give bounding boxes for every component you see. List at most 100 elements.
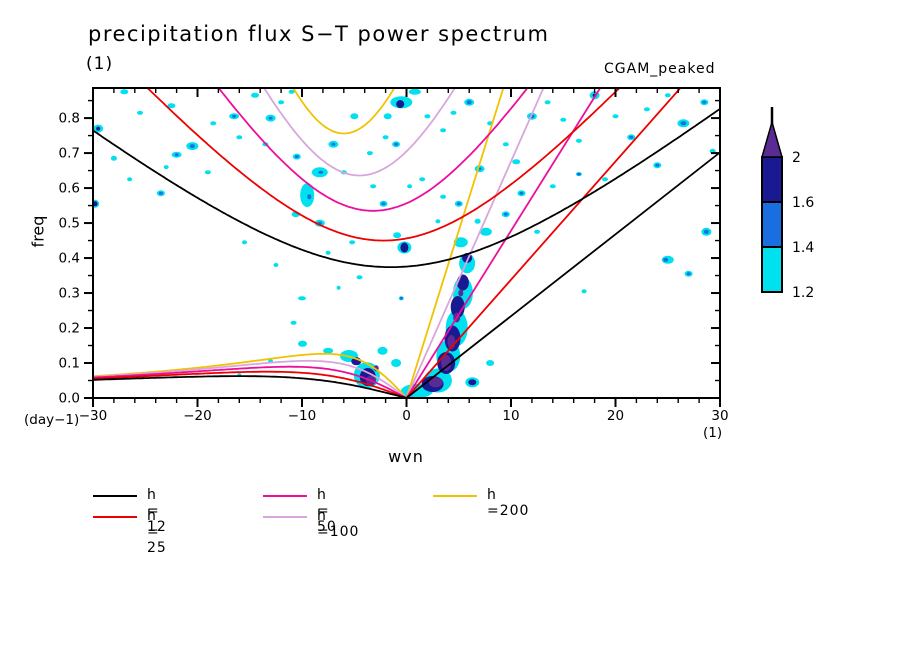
spectral-blob (612, 114, 619, 119)
y-tick-label: 0.1 (59, 356, 80, 372)
spectral-blob (400, 242, 409, 253)
spectral-blob (702, 100, 707, 104)
spectral-blob (479, 227, 492, 236)
legend-swatch-h12 (93, 495, 137, 497)
x-axis-unit-label: (1) (703, 425, 723, 441)
spectral-blob (424, 114, 431, 119)
spectral-blob (549, 184, 556, 189)
spectral-blob (189, 144, 195, 149)
y-tick-label: 0.7 (59, 146, 80, 162)
spectral-blob (458, 289, 464, 297)
y-tick-label: 0.3 (59, 286, 80, 302)
spectral-blob (273, 263, 279, 267)
spectral-blob (110, 155, 117, 161)
kelvin-curve-h200 (405, 88, 505, 398)
spectral-blob (307, 194, 312, 200)
x-tick-label: 0 (402, 408, 411, 424)
spectral-blob (325, 250, 331, 255)
legend-label-h100: h =100 (317, 508, 360, 540)
spectral-blob (232, 114, 237, 118)
legend-label-h25: h = 25 (147, 508, 167, 556)
legend-swatch-h25 (93, 516, 137, 518)
spectral-blob (382, 135, 389, 140)
spectral-blob (468, 379, 477, 386)
colorbar-level-label: 1.2 (792, 285, 814, 301)
spectral-blob (664, 93, 671, 98)
dataset-label: CGAM_peaked (604, 61, 716, 77)
spectral-blob (680, 121, 687, 126)
spectral-blob (440, 194, 447, 199)
y-tick-label: 0.8 (59, 111, 80, 127)
spectral-blob (456, 274, 469, 291)
spectral-blob (576, 172, 581, 176)
spectral-blob (456, 202, 461, 206)
spectral-blob (428, 377, 443, 388)
legend-label-h12: h = 12 (147, 487, 167, 535)
spectral-blob (268, 116, 273, 120)
spectral-blob (350, 113, 359, 120)
tick-labels: −30 −20 −10 0 10 20 30 0.0 0.1 0.2 0.3 0.4 0.5 0.6 0.7… (59, 111, 729, 424)
legend-swatch-h200 (433, 495, 477, 497)
spectral-blob (396, 100, 405, 109)
spectral-blob (174, 153, 179, 157)
spectral-blob (502, 142, 509, 147)
spectral-blob (349, 240, 356, 245)
spectral-blob (377, 346, 388, 355)
spectral-blob (127, 177, 133, 182)
spectral-blob (399, 296, 403, 300)
spectral-blob (393, 232, 402, 239)
x-tick-label: −10 (288, 408, 317, 424)
y-axis-unit-label: (day−1) (24, 412, 80, 428)
spectral-blob (450, 296, 465, 318)
legend-label-h200: h =200 (487, 487, 530, 519)
spectral-blob (288, 89, 295, 94)
spectral-blob (236, 135, 243, 140)
spectral-blob (602, 177, 608, 182)
x-tick-label: 30 (711, 408, 728, 424)
colorbar-level-label: 1.6 (792, 195, 814, 211)
y-tick-label: 0.2 (59, 321, 80, 337)
spectral-blob (298, 296, 306, 301)
spectral-blob (120, 89, 129, 95)
spectral-blob (137, 110, 143, 115)
spectral-blob (441, 355, 452, 371)
spectral-blob (419, 177, 426, 182)
spectral-blob (251, 92, 259, 98)
spectral-blob (210, 121, 217, 126)
y-tick-label: 0.5 (59, 216, 80, 232)
spectral-blob (356, 275, 363, 280)
kelvin-curve-h50 (405, 88, 602, 398)
inertio-gravity-curve-h200 (292, 88, 396, 135)
legend-label-h50: h = 50 (317, 487, 337, 535)
spectral-blob (453, 237, 468, 248)
x-tick-label: 20 (607, 408, 624, 424)
spectral-blob (581, 289, 587, 294)
spectral-blob (366, 151, 373, 156)
spectral-blob (391, 359, 402, 367)
y-tick-label: 0.0 (59, 391, 80, 407)
spectral-blob (655, 163, 660, 167)
rossby-curve-h25 (93, 370, 407, 398)
spectral-blob (486, 360, 495, 366)
spectral-blob (331, 142, 336, 146)
spectral-blob (435, 219, 441, 224)
y-tick-label: 0.6 (59, 181, 80, 197)
colorbar-over-arrow (761, 119, 783, 158)
spectral-power-blobs (93, 88, 716, 398)
colorbar: 1.2 1.4 1.6 2 (761, 107, 814, 301)
spectral-blob (96, 126, 101, 131)
rossby-curve-h100 (93, 359, 408, 398)
spectral-blob (534, 229, 541, 234)
kelvin-curve-h12 (405, 151, 720, 398)
rossby-curve-h50 (93, 365, 407, 398)
spectral-blob (158, 191, 163, 195)
spectral-blob (474, 218, 481, 224)
colorbar-segment (761, 201, 783, 248)
x-axis-label: wvn (388, 447, 424, 466)
colorbar-segment (761, 246, 783, 293)
spectral-blob (300, 183, 315, 208)
dispersion-curves (93, 88, 720, 398)
spectral-blob (294, 155, 299, 159)
spectral-blob (93, 201, 98, 207)
